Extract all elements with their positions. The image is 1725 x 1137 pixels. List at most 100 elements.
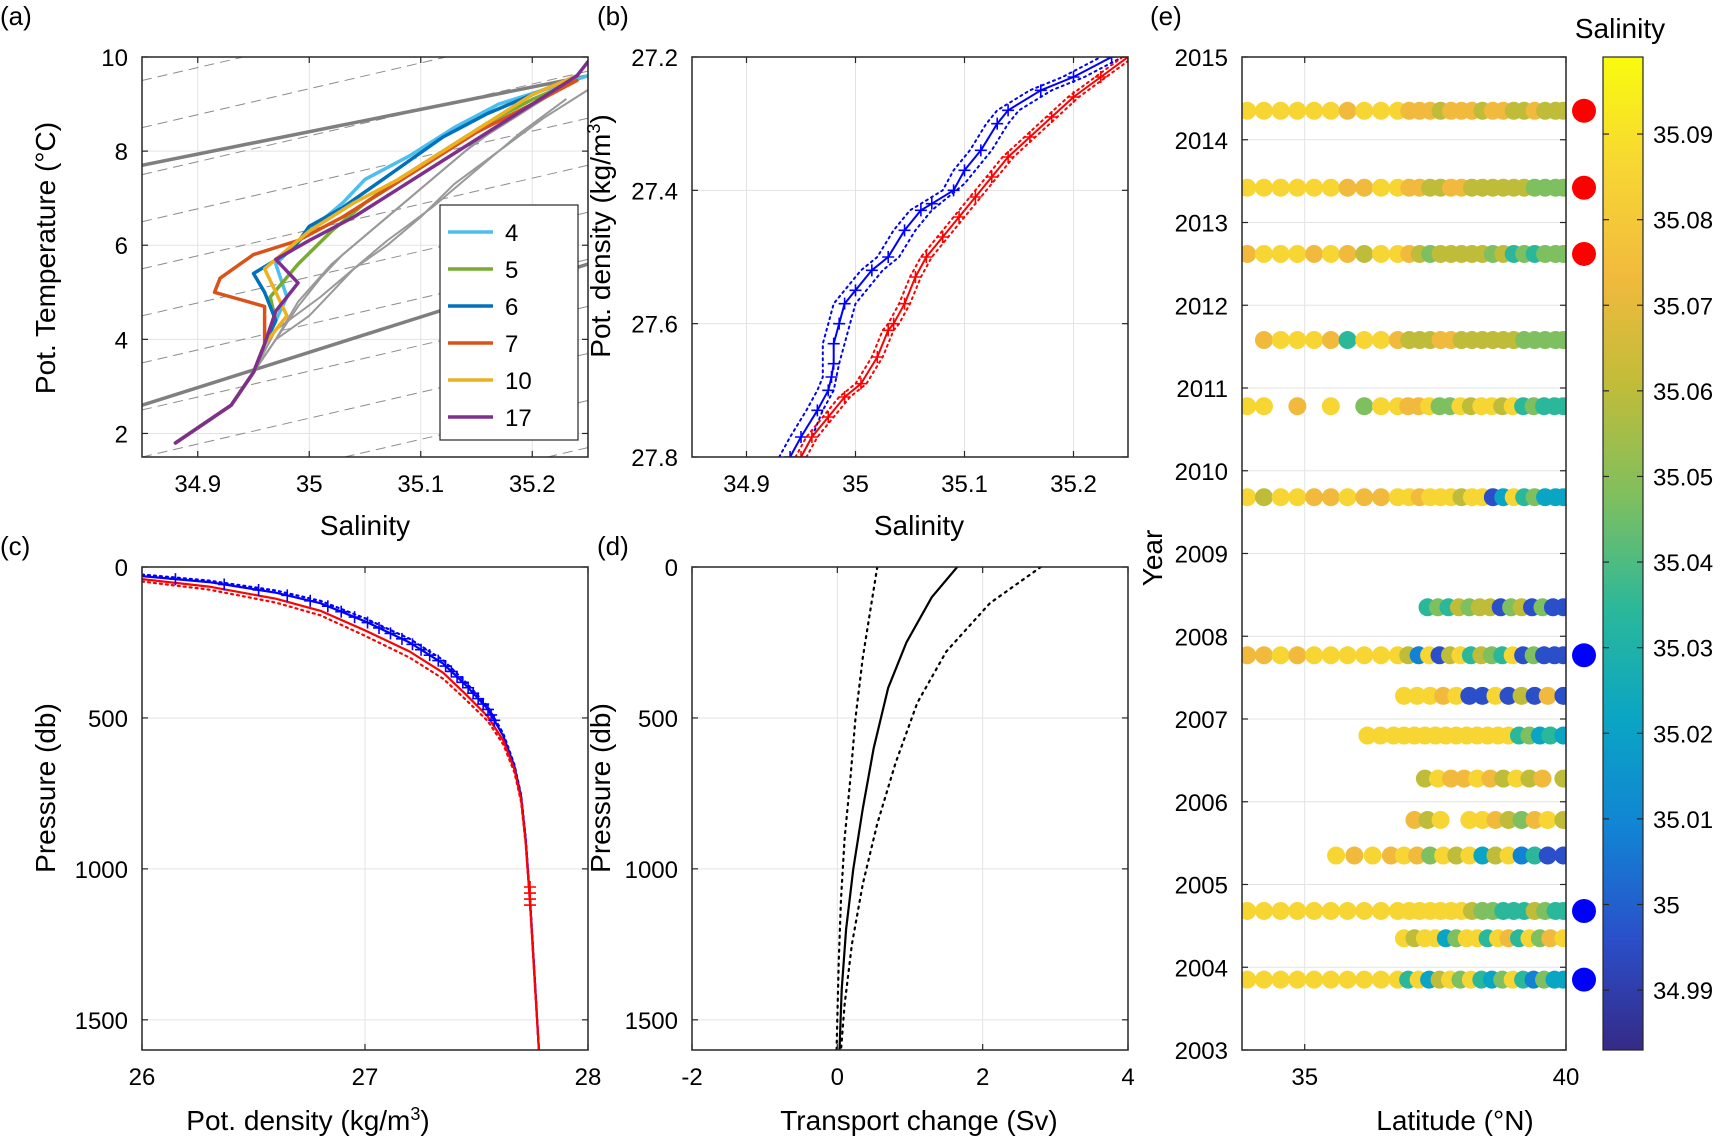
x-tick-label: 35: [296, 471, 323, 498]
salinity-point: [1288, 244, 1307, 263]
x-tick-label: 2: [976, 1064, 989, 1091]
panel-a-ylabel: Pot. Temperature (°C): [30, 122, 61, 394]
x-tick-label: 35: [1291, 1064, 1318, 1091]
y-tick-label: 1000: [75, 857, 128, 884]
y-tick-label: 2005: [1175, 873, 1228, 900]
salinity-point: [1321, 101, 1340, 120]
salinity-point: [1512, 686, 1531, 705]
salinity-point: [1486, 686, 1505, 705]
plus-marker: [958, 164, 971, 177]
plus-marker: [838, 391, 851, 403]
plus-marker: [395, 632, 408, 645]
event-marker-blue: [1572, 898, 1596, 923]
x-tick-label: 40: [1553, 1064, 1580, 1091]
plot-area: [142, 573, 541, 1050]
x-tick-label: 35.2: [1050, 471, 1097, 498]
legend-label-4: 4: [505, 220, 518, 247]
salinity-point: [1254, 646, 1273, 665]
plus-marker: [795, 431, 807, 443]
salinity-point: [1405, 810, 1424, 829]
x-tick-label: 27: [352, 1064, 379, 1091]
salinity-point: [1305, 331, 1324, 350]
salinity-point: [1305, 178, 1324, 197]
plus-marker: [822, 384, 835, 397]
salinity-point: [1242, 901, 1257, 920]
x-tick-label: 26: [129, 1064, 156, 1091]
panel-b: (b) 34.9 35 35.1 35.2 27.2 27.4 27.6 27.8 Salin…: [584, 1, 1129, 541]
plus-marker: [827, 337, 840, 350]
plus-marker: [335, 605, 348, 618]
panel-d-letter: (d): [597, 531, 629, 561]
salinity-point: [1305, 101, 1324, 120]
salinity-point: [1538, 846, 1557, 865]
plus-marker: [865, 264, 878, 277]
salinity-point: [1372, 901, 1391, 920]
plus-marker: [281, 589, 294, 602]
plus-marker: [1002, 104, 1015, 117]
plus-marker: [811, 404, 824, 417]
colorbar-title: Salinity: [1575, 13, 1665, 44]
density-contour: [142, 258, 588, 364]
salinity-point: [1554, 244, 1566, 263]
y-tick-label: 2011: [1176, 376, 1228, 403]
salinity-point: [1254, 488, 1273, 507]
salinity-point: [1418, 810, 1437, 829]
legend-box: [439, 204, 579, 441]
y-tick-label: 0: [665, 555, 678, 582]
plus-marker: [974, 144, 987, 157]
plus-marker: [439, 660, 452, 673]
plus-marker: [871, 351, 884, 363]
salinity-point: [1271, 178, 1290, 197]
salinity-point: [1486, 846, 1505, 865]
y-tick-label: 2007: [1175, 707, 1228, 734]
salinity-point: [1327, 846, 1346, 865]
salinity-point: [1473, 810, 1492, 829]
salinity-point: [1473, 846, 1492, 865]
plus-marker: [887, 317, 900, 330]
salinity-point: [1554, 970, 1566, 989]
salinity-point: [1288, 331, 1307, 350]
plus-marker: [822, 411, 835, 423]
y-tick-label: 1500: [75, 1008, 128, 1035]
salinity-point: [1338, 646, 1357, 665]
salinity-point: [1338, 901, 1357, 920]
salinity-point: [1355, 101, 1374, 120]
colorbar-tick-label: 35.06: [1653, 379, 1713, 406]
salinity-point: [1321, 178, 1340, 197]
plus-marker: [925, 197, 938, 210]
salinity-point: [1372, 397, 1391, 416]
salinity-point: [1271, 970, 1290, 989]
salinity-point: [1371, 726, 1390, 745]
salinity-point: [1355, 646, 1374, 665]
salinity-point: [1554, 769, 1566, 788]
transport-line: [839, 567, 1042, 1050]
y-tick-label: 1000: [625, 857, 678, 884]
panel-e-xlabel: Latitude (°N): [1376, 1105, 1534, 1136]
salinity-point: [1288, 101, 1307, 120]
panel-d-xlabel: Transport change (Sv): [780, 1105, 1058, 1136]
salinity-point: [1442, 769, 1461, 788]
colorbar-tick-label: 35.09: [1653, 122, 1713, 149]
salinity-point: [1288, 901, 1307, 920]
plus-marker: [882, 324, 895, 337]
axes-box: [141, 56, 589, 458]
salinity-point: [1554, 331, 1566, 350]
colorbar-tick-label: 35.07: [1653, 293, 1713, 320]
plus-marker: [805, 431, 818, 443]
salinity-point: [1434, 846, 1453, 865]
panel-a-letter: (a): [0, 1, 32, 31]
event-marker-blue: [1572, 643, 1596, 668]
salinity-point: [1288, 178, 1307, 197]
plus-marker: [854, 377, 867, 390]
density-contour: [142, 0, 588, 33]
salinity-point: [1554, 810, 1566, 829]
legend: 4 5 6 7 10 17: [439, 204, 579, 441]
colorbar-tick-label: 35.02: [1653, 721, 1713, 748]
salinity-point: [1355, 178, 1374, 197]
salinity-point: [1428, 769, 1447, 788]
density-salinity-line: [778, 57, 1102, 457]
salinity-point: [1254, 101, 1273, 120]
plus-marker: [348, 611, 361, 624]
salinity-point: [1305, 970, 1324, 989]
plus-marker: [833, 317, 846, 330]
